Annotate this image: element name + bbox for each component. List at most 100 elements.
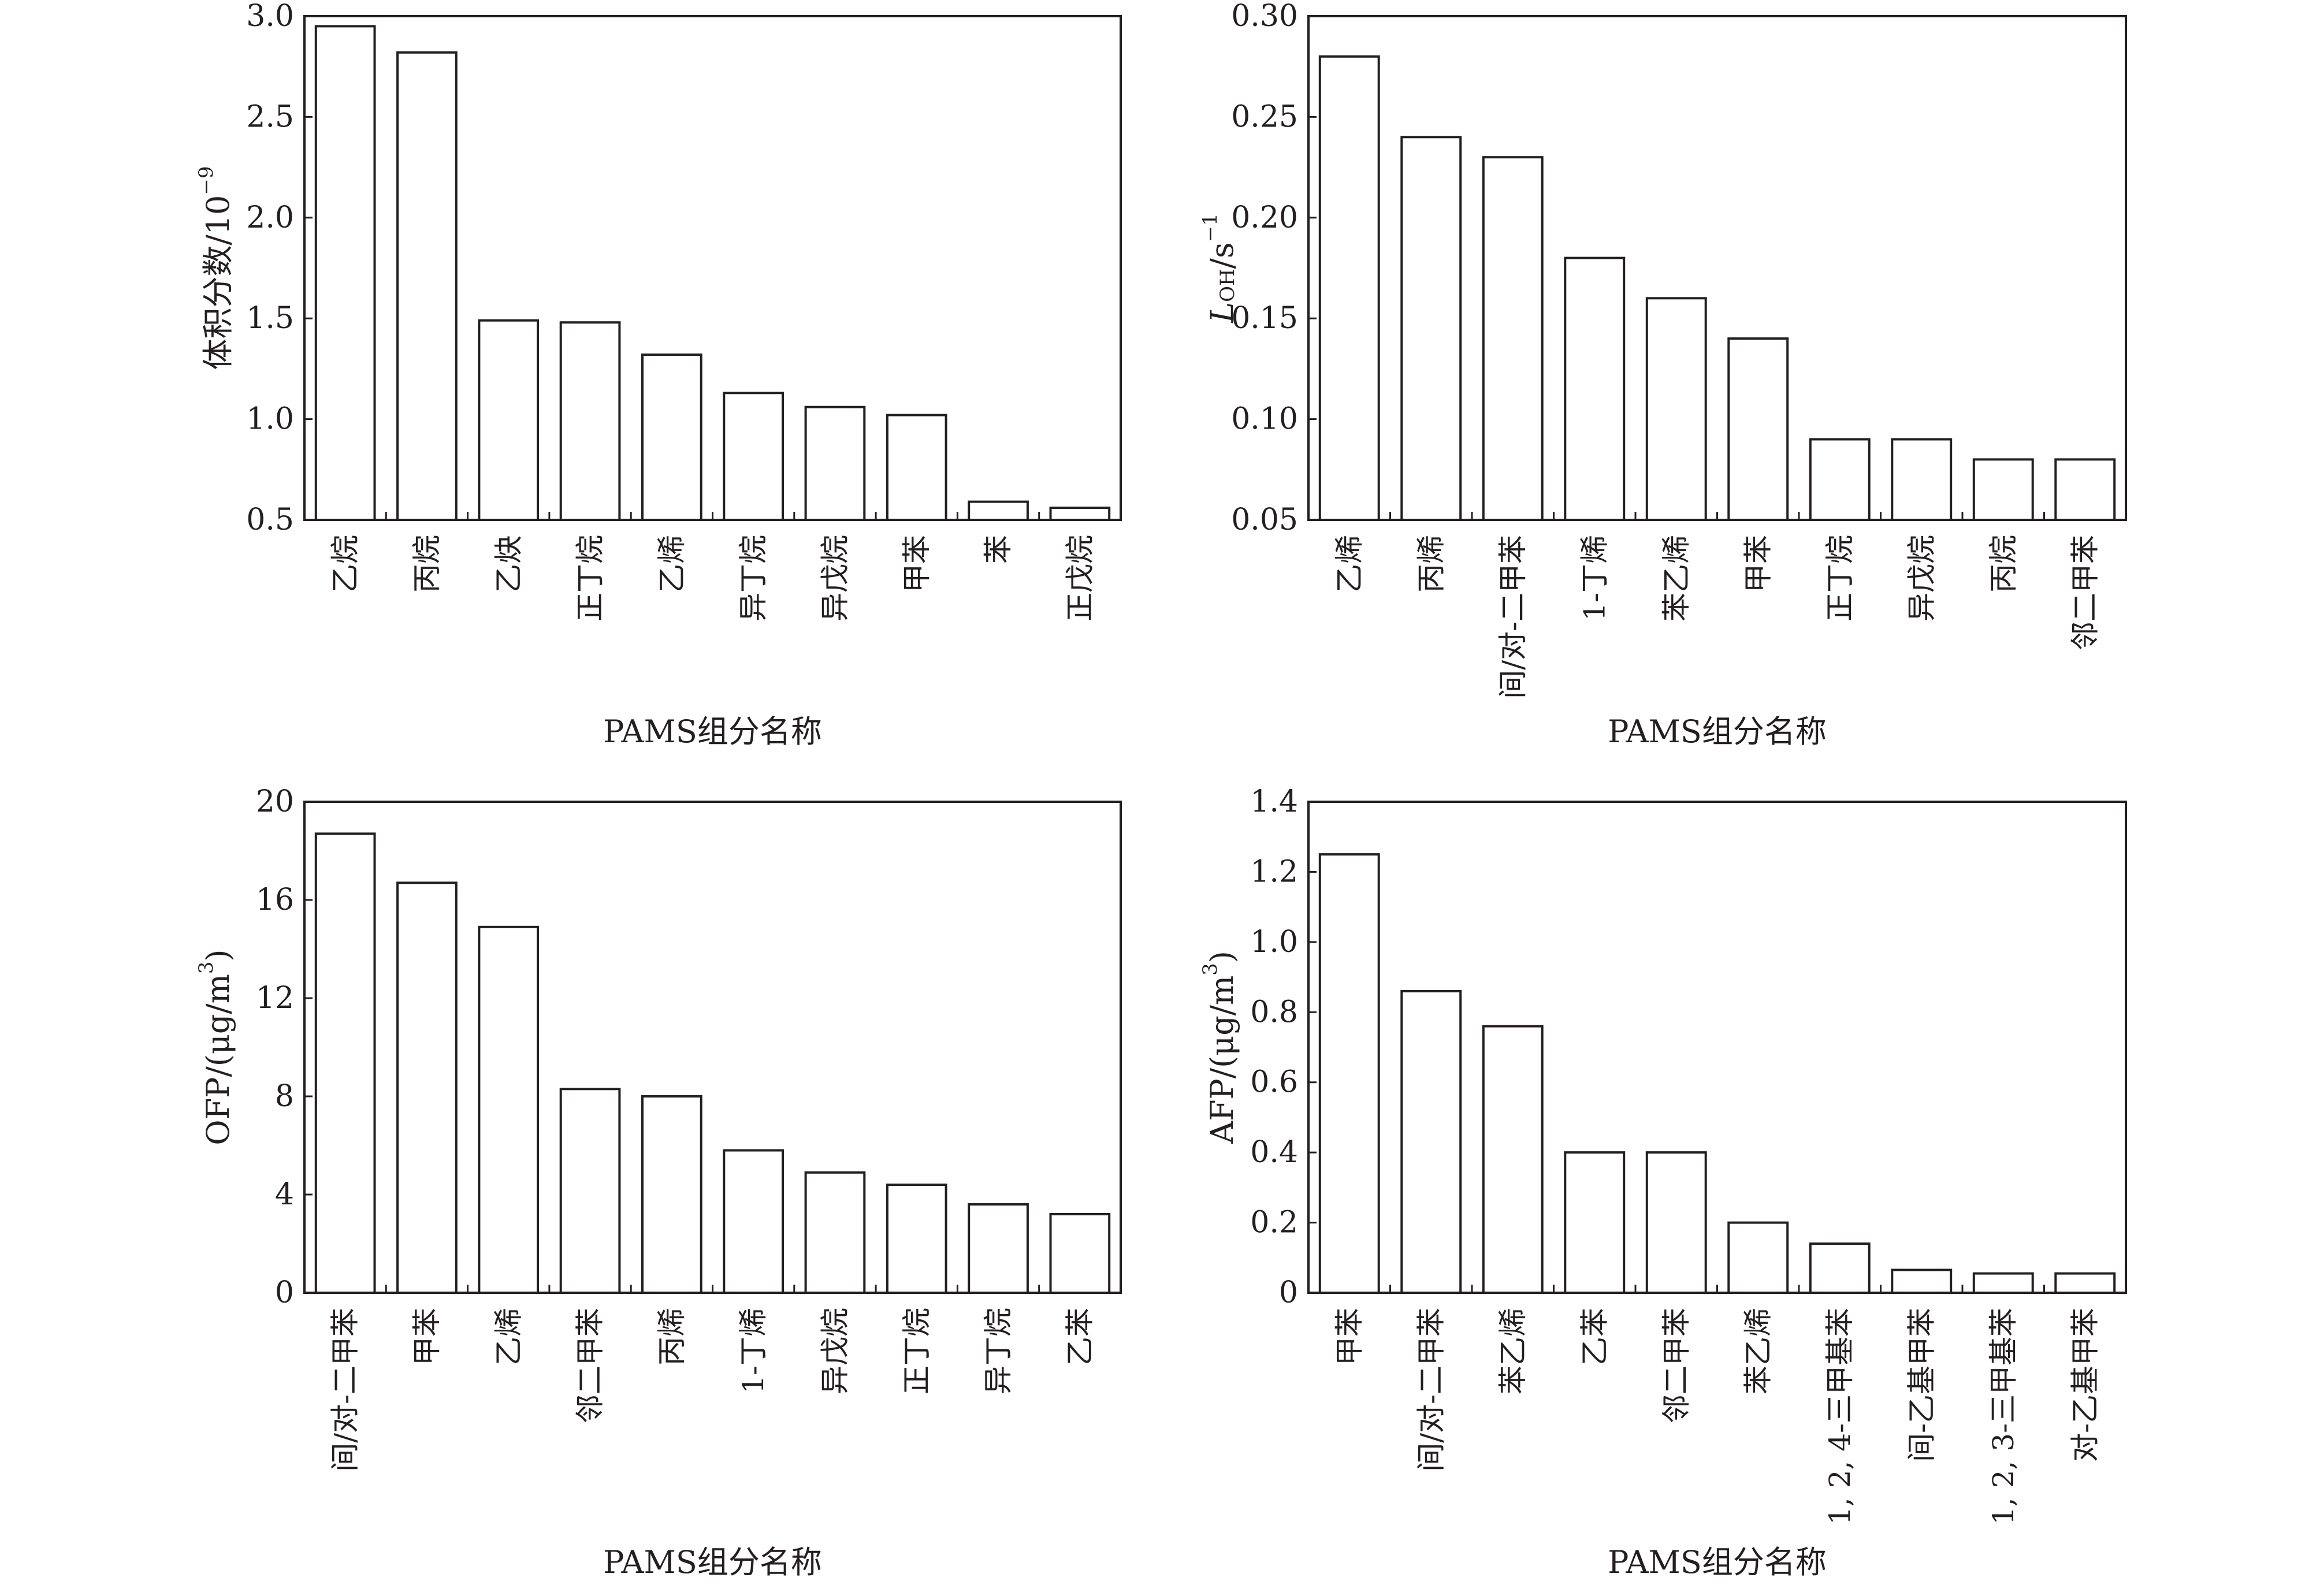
x-tick-label: 异戊烷 bbox=[819, 535, 852, 622]
x-tick-label: 乙烯 bbox=[492, 1308, 525, 1366]
y-tick-label: 1.0 bbox=[1250, 925, 1298, 959]
chart-panel-2: 0.05 0.10 0.15 0.20 0.25 0.30 乙烯 丙烯 间/对-二甲苯 1-丁烯 苯… bbox=[1199, 0, 2127, 750]
y-tick-label: 0.5 bbox=[246, 503, 294, 537]
x-tick-label: 间/对-二甲苯 bbox=[329, 1308, 362, 1472]
chart-panel-4: 0 0.2 0.4 0.6 0.8 1.0 1.2 1.4 甲苯 间/对-二甲苯 苯乙烯 乙苯 邻二甲苯… bbox=[1199, 784, 2127, 1580]
bar bbox=[396, 51, 458, 522]
x-tick-label: 甲苯 bbox=[1333, 1308, 1366, 1366]
bar bbox=[396, 881, 458, 1294]
bar bbox=[968, 500, 1029, 521]
chart-panel-1: 0.5 1.0 1.5 2.0 2.5 3.0 乙烷 丙烷 乙炔 正丁烷 乙烯 异丁烷 异戊烷 甲苯 苯 正戊… bbox=[195, 0, 1122, 750]
x-tick-label: 乙炔 bbox=[492, 535, 525, 593]
bar bbox=[1972, 458, 2034, 522]
y-tick-label: 3.0 bbox=[246, 0, 294, 34]
x-tick-label: 1, 2, 4-三甲基苯 bbox=[1823, 1308, 1857, 1525]
x-tick-label: 正丁烷 bbox=[1823, 535, 1857, 622]
x-tick-label: 苯 bbox=[981, 535, 1015, 564]
bar bbox=[1049, 1213, 1111, 1294]
bar bbox=[723, 1149, 785, 1294]
bar bbox=[1645, 1151, 1707, 1294]
x-tick-label: 间-乙基甲苯 bbox=[1905, 1308, 1938, 1462]
x-tick-label: 丙烷 bbox=[1987, 535, 2020, 593]
y-tick-label: 0.30 bbox=[1231, 0, 1298, 34]
bar bbox=[1482, 1025, 1544, 1294]
y-tick-label: 0.20 bbox=[1231, 200, 1298, 235]
x-tick-label: 乙苯 bbox=[1578, 1308, 1611, 1366]
y-tick-label: 4 bbox=[275, 1177, 294, 1212]
x-axis-title: PAMS组分名称 bbox=[1608, 713, 1827, 750]
bar bbox=[478, 925, 540, 1294]
bar bbox=[886, 414, 947, 521]
x-tick-label: 乙烯 bbox=[655, 535, 689, 593]
y-tick-label: 2.5 bbox=[246, 99, 294, 134]
bar bbox=[1049, 507, 1111, 521]
x-tick-label: 苯乙烯 bbox=[1660, 535, 1693, 622]
bar bbox=[314, 25, 376, 521]
y-tick-label: 2.0 bbox=[246, 200, 294, 235]
x-tick-label: 对-乙基甲苯 bbox=[2068, 1308, 2102, 1462]
x-tick-label: 甲苯 bbox=[900, 535, 934, 593]
x-tick-label: 甲苯 bbox=[1741, 535, 1775, 593]
x-tick-label: 乙烷 bbox=[329, 535, 362, 593]
y-axis-title: 体积分数/10−9 bbox=[195, 166, 236, 370]
x-tick-label: 乙烯 bbox=[1333, 535, 1366, 593]
x-tick-label: 邻二甲苯 bbox=[2068, 535, 2102, 650]
y-tick-label: 20 bbox=[256, 784, 294, 819]
bar bbox=[1400, 989, 1462, 1294]
y-tick-label: 1.4 bbox=[1250, 784, 1298, 819]
y-axis-title: AFP/(μg/m3) bbox=[1199, 951, 1240, 1144]
bar bbox=[723, 392, 785, 521]
y-tick-label: 0.8 bbox=[1250, 995, 1298, 1029]
bar bbox=[1727, 1221, 1789, 1294]
x-tick-label: 邻二甲苯 bbox=[1660, 1308, 1693, 1423]
bar bbox=[1891, 1268, 1953, 1294]
y-tick-label: 1.5 bbox=[246, 301, 294, 336]
x-tick-label: 丙烯 bbox=[1414, 535, 1448, 593]
bar bbox=[314, 832, 376, 1294]
bar bbox=[2054, 458, 2116, 522]
y-tick-label: 1.2 bbox=[1250, 854, 1298, 889]
bar bbox=[559, 321, 621, 521]
bar bbox=[1645, 297, 1707, 521]
bar bbox=[641, 1095, 702, 1294]
bar bbox=[1891, 438, 1953, 521]
x-tick-label: 正丁烷 bbox=[574, 535, 607, 622]
bar bbox=[1482, 156, 1544, 521]
bar bbox=[641, 354, 702, 521]
y-tick-label: 16 bbox=[256, 883, 294, 917]
bar bbox=[1318, 853, 1380, 1294]
y-axis-title: LOH/s−1 bbox=[1199, 213, 1240, 323]
y-tick-label: 0.6 bbox=[1250, 1065, 1298, 1100]
x-tick-label: 1-丁烯 bbox=[1578, 535, 1611, 621]
x-tick-label: 间/对-二甲苯 bbox=[1414, 1308, 1448, 1472]
x-tick-label: 异丁烷 bbox=[737, 535, 770, 622]
bar bbox=[1727, 337, 1789, 521]
x-tick-label: 乙苯 bbox=[1063, 1308, 1096, 1366]
y-tick-label: 0 bbox=[1279, 1275, 1298, 1310]
x-tick-label: 丙烷 bbox=[410, 535, 444, 593]
bar bbox=[1564, 1151, 1626, 1294]
x-tick-label: 异戊烷 bbox=[819, 1308, 852, 1394]
y-axis-title: OFP/(μg/m3) bbox=[195, 949, 236, 1145]
x-tick-label: 异丁烷 bbox=[981, 1308, 1015, 1394]
x-tick-label: 邻二甲苯 bbox=[574, 1308, 607, 1423]
y-tick-label: 0 bbox=[275, 1275, 294, 1310]
x-tick-label: 正戊烷 bbox=[1063, 535, 1096, 622]
x-tick-label: 异戊烷 bbox=[1905, 535, 1938, 622]
bar bbox=[968, 1203, 1029, 1294]
bar bbox=[1972, 1272, 2034, 1294]
x-axis-title: PAMS组分名称 bbox=[603, 1544, 822, 1580]
bar bbox=[1400, 136, 1462, 522]
bar bbox=[2054, 1272, 2116, 1294]
x-axis-title: PAMS组分名称 bbox=[603, 713, 822, 750]
x-tick-label: 丙烯 bbox=[655, 1308, 689, 1366]
x-axis-title: PAMS组分名称 bbox=[1608, 1544, 1827, 1580]
bar bbox=[478, 319, 540, 521]
x-tick-label: 1-丁烯 bbox=[737, 1308, 770, 1394]
y-tick-label: 0.15 bbox=[1231, 301, 1298, 336]
y-tick-label: 0.4 bbox=[1250, 1135, 1298, 1170]
x-tick-label: 正丁烷 bbox=[900, 1308, 934, 1394]
chart-panel-3: 0 4 8 12 16 20 间/对-二甲苯 甲苯 乙烯 邻二甲苯 丙烯 1-丁烯 异戊烷 正丁烷 异丁烷 乙… bbox=[195, 784, 1122, 1580]
y-tick-label: 8 bbox=[275, 1079, 294, 1114]
